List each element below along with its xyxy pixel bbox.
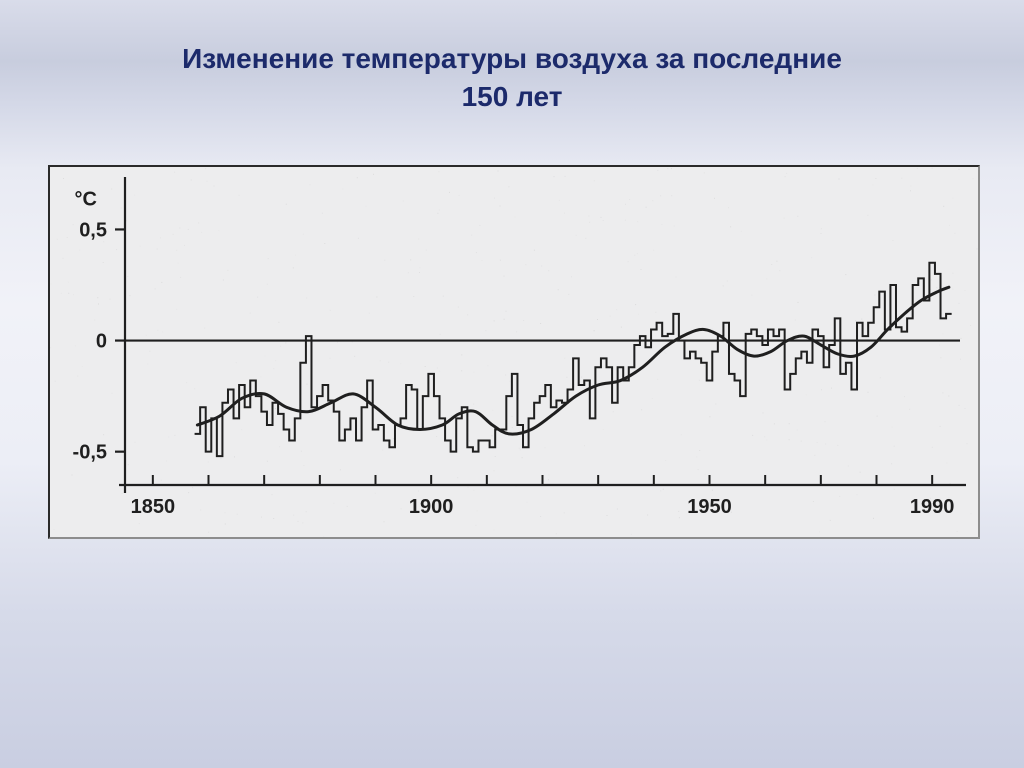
x-tick-label: 1900: [409, 496, 454, 518]
y-tick-label: -0,5: [73, 442, 107, 464]
y-tick-label: 0,5: [79, 219, 107, 241]
title-line-2: 150 лет: [0, 78, 1024, 116]
chart-bg: [50, 167, 978, 537]
title-line-1: Изменение температуры воздуха за последн…: [0, 40, 1024, 78]
x-tick-label: 1990: [910, 496, 955, 518]
temperature-chart: 0,5 0 -0,5 °C 1850 1900 1950 1990: [48, 165, 980, 539]
page-title: Изменение температуры воздуха за последн…: [0, 0, 1024, 116]
x-tick-label: 1950: [687, 496, 732, 518]
y-tick-label: 0: [96, 331, 107, 353]
y-unit-label: °C: [75, 188, 97, 210]
x-tick-label: 1850: [131, 496, 176, 518]
chart-svg: 0,5 0 -0,5 °C 1850 1900 1950 1990: [50, 167, 978, 537]
